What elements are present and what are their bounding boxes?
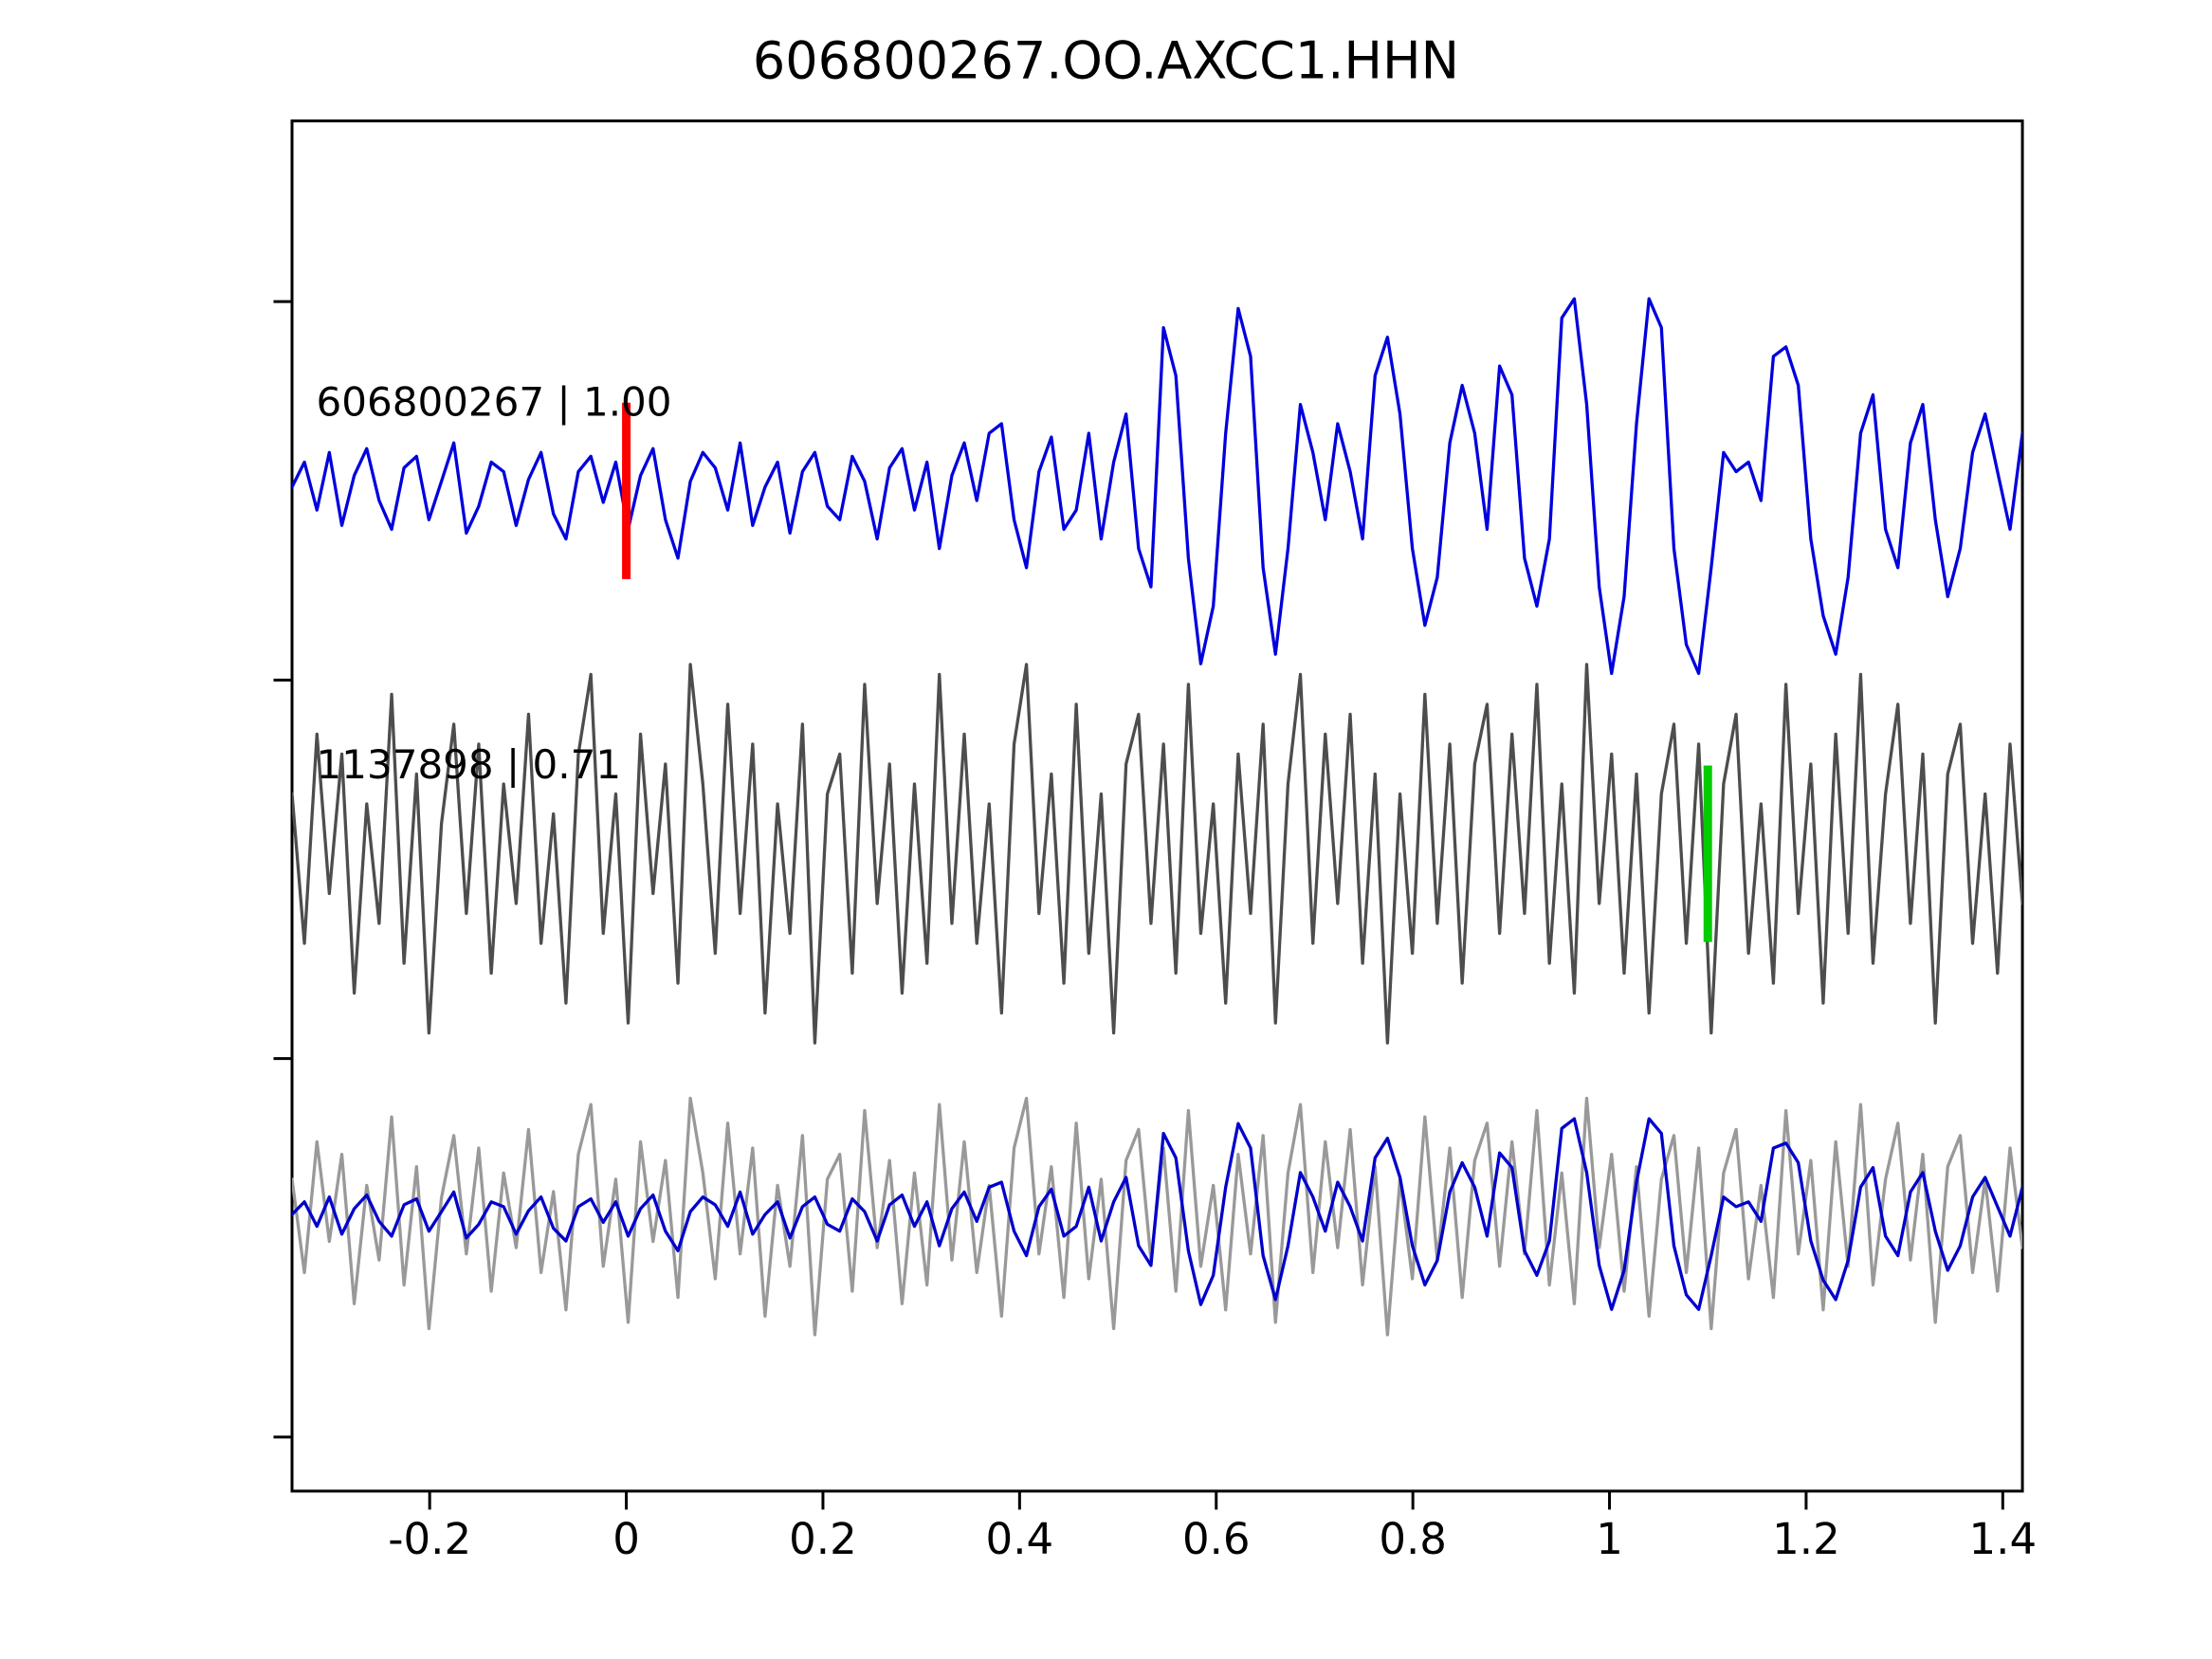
x-tick-label: 1.2	[1772, 1514, 1840, 1564]
pick-markers	[622, 402, 1712, 942]
plot-title: 606800267.OO.AXCC1.HHN	[753, 31, 1459, 91]
axis-ticks	[273, 300, 2004, 1510]
x-tick-label: 0.4	[986, 1514, 1054, 1564]
template-trace	[292, 663, 2023, 1045]
template-trace-label: 1137898 | 0.71	[317, 741, 622, 788]
detection-trace-label: 606800267 | 1.00	[317, 378, 672, 425]
x-tick-label: 1	[1596, 1514, 1623, 1564]
x-tick-label: 0	[612, 1514, 640, 1564]
x-tick-label: -0.2	[388, 1514, 471, 1564]
x-tick-label: 0.6	[1182, 1514, 1251, 1564]
x-tick-label: 0.2	[789, 1514, 857, 1564]
trace-group	[292, 297, 2023, 1337]
x-axis-labels: -0.2 0 0.2 0.4 0.6 0.8 1 1.2 1.4	[388, 1514, 2037, 1564]
plot-frame	[290, 119, 2024, 1493]
x-tick-label: 0.8	[1379, 1514, 1447, 1564]
overlay-detection-trace	[292, 1117, 2023, 1311]
x-tick-label: 1.4	[1969, 1514, 2038, 1564]
detection-trace	[292, 297, 2023, 676]
